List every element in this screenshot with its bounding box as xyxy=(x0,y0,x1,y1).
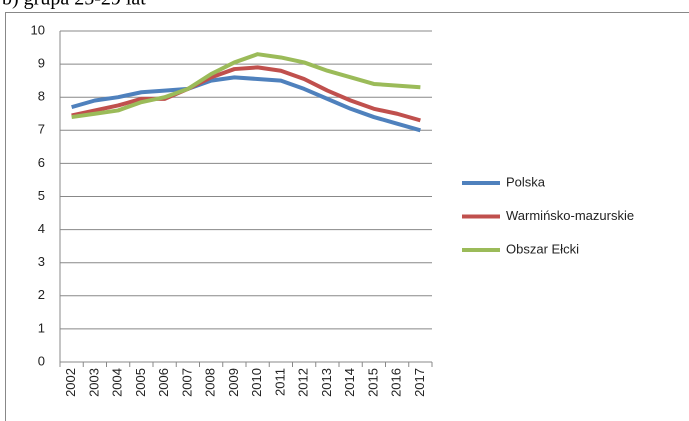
y-tick-label: 8 xyxy=(38,89,45,104)
y-tick-label: 7 xyxy=(38,122,45,137)
y-tick-label: 2 xyxy=(38,287,45,302)
x-tick-label: 2006 xyxy=(156,368,171,397)
chart-title: b) grupa 25-29 lat xyxy=(2,0,146,10)
x-tick-label: 2017 xyxy=(412,368,427,397)
x-tick-label: 2013 xyxy=(319,368,334,397)
x-tick-label: 2009 xyxy=(226,368,241,397)
y-tick-label: 3 xyxy=(38,254,45,269)
y-tick-label: 9 xyxy=(38,56,45,71)
series-line xyxy=(71,65,421,123)
x-tick-label: 2004 xyxy=(110,368,125,397)
x-tick-label: 2014 xyxy=(342,368,357,397)
x-tick-label: 2016 xyxy=(389,368,404,397)
y-tick-label: 1 xyxy=(38,320,45,335)
series-line xyxy=(71,52,421,120)
y-tick-label: 5 xyxy=(38,188,45,203)
x-tick-label: 2008 xyxy=(203,368,218,397)
x-tick-label: 2010 xyxy=(249,368,264,397)
x-tick-label: 2012 xyxy=(296,368,311,397)
x-tick-label: 2011 xyxy=(272,368,287,396)
series-line xyxy=(71,75,421,133)
x-tick-label: 2005 xyxy=(133,368,148,397)
y-tick-label: 6 xyxy=(38,155,45,170)
x-tick-label: 2015 xyxy=(365,368,380,397)
legend-label: Polska xyxy=(506,174,546,189)
legend-label: Warmińsko-mazurskie xyxy=(506,208,634,223)
y-tick-label: 0 xyxy=(38,353,45,368)
x-tick-label: 2007 xyxy=(179,368,194,397)
chart-frame xyxy=(5,12,689,421)
x-tick-label: 2003 xyxy=(86,368,101,397)
y-tick-label: 4 xyxy=(38,221,45,236)
x-tick-label: 2002 xyxy=(63,368,78,397)
legend-label: Obszar Ełcki xyxy=(506,241,579,256)
y-tick-label: 10 xyxy=(31,22,45,37)
